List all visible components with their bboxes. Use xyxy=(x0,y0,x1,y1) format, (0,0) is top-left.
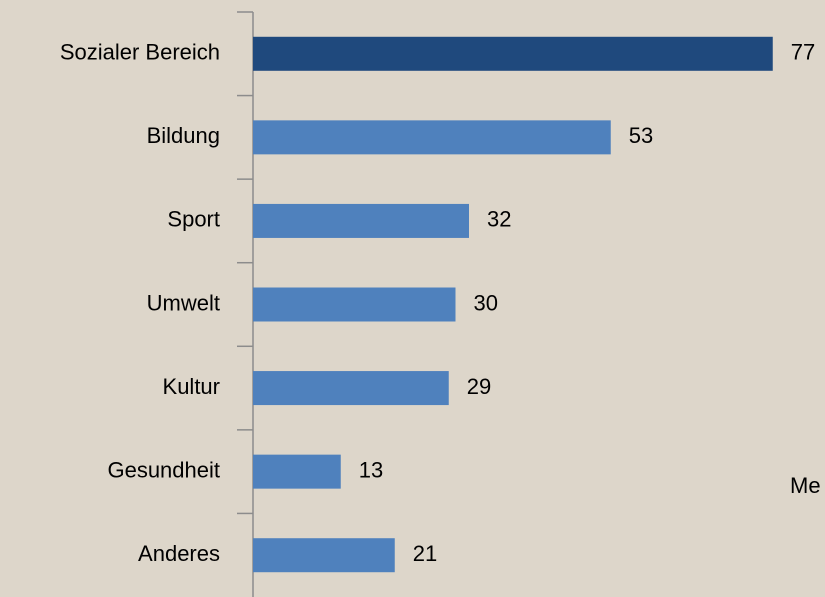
value-label: 32 xyxy=(487,207,511,232)
value-label: 13 xyxy=(359,457,383,482)
annotation: Me xyxy=(790,473,821,498)
bar xyxy=(253,120,611,155)
y-tick-label: Sport xyxy=(167,207,220,232)
y-tick-label: Anderes xyxy=(138,541,220,566)
value-label: 30 xyxy=(474,290,498,315)
y-tick-label: Kultur xyxy=(163,374,220,399)
bar xyxy=(253,371,449,406)
y-tick-label: Sozialer Bereich xyxy=(60,40,220,65)
y-tick-label: Bildung xyxy=(147,123,220,148)
bar xyxy=(253,36,773,71)
value-label: 29 xyxy=(467,374,491,399)
value-label: 21 xyxy=(413,541,437,566)
value-label: 53 xyxy=(629,123,653,148)
bar xyxy=(253,203,469,238)
y-tick-label: Umwelt xyxy=(147,290,220,315)
bar xyxy=(253,454,341,489)
y-tick-label: Gesundheit xyxy=(107,457,220,482)
bar xyxy=(253,287,456,322)
value-label: 77 xyxy=(791,40,815,65)
bar xyxy=(253,538,395,573)
